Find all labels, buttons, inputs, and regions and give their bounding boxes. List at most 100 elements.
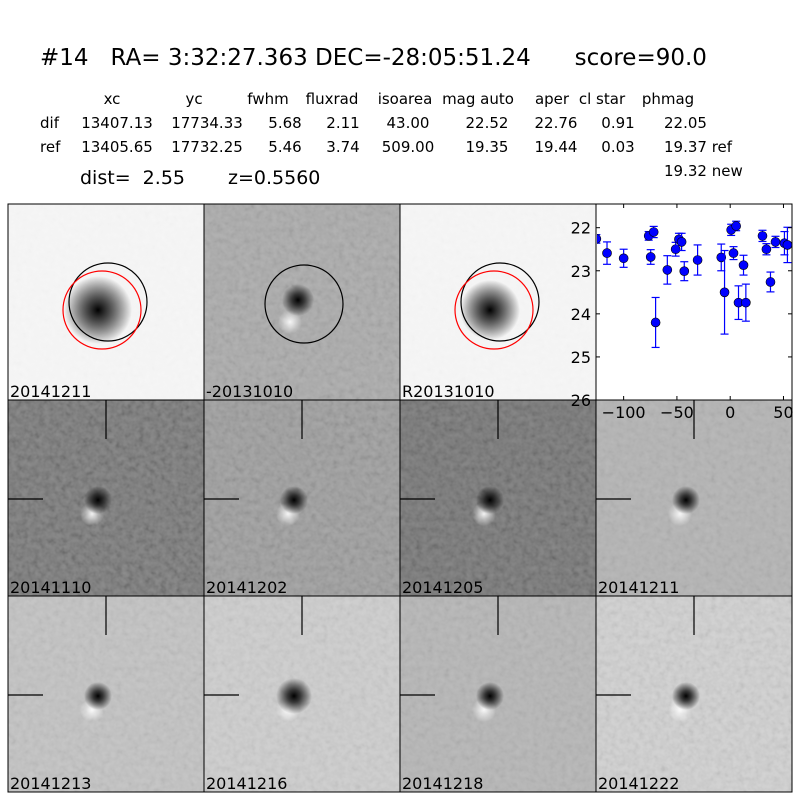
table-cell: 0.91 <box>601 114 634 132</box>
data-point <box>782 240 792 250</box>
column-header: mag auto <box>442 90 514 108</box>
x-tick-label: 0 <box>725 403 735 422</box>
table-cell: 19.44 <box>535 138 578 156</box>
source-blob <box>276 678 312 714</box>
panel-date-label: R20131010 <box>402 382 495 401</box>
panel-date-label: 20141211 <box>598 578 679 597</box>
cutout-panel: 20141213 <box>7 595 205 793</box>
table-cell: 43.00 <box>387 114 430 132</box>
data-point <box>602 248 612 258</box>
aperture-circle <box>264 264 344 344</box>
panel-date-label: 20141218 <box>402 774 483 793</box>
source-blob <box>460 280 520 340</box>
data-point <box>738 260 749 270</box>
table-cell: 13407.13 <box>81 114 153 132</box>
cutout-panel: -20131010 <box>203 203 401 401</box>
panel-date-label: 20141110 <box>10 578 91 597</box>
plot-frame <box>595 203 793 401</box>
table-cell: 509.00 <box>382 138 435 156</box>
data-point <box>662 265 673 275</box>
table-cell: 17732.25 <box>171 138 243 156</box>
column-header: cl star <box>579 90 626 108</box>
data-point <box>741 297 751 308</box>
data-point <box>765 277 776 287</box>
cutout-panel: 20141202 <box>203 399 401 597</box>
table-cell: 13405.65 <box>81 138 153 156</box>
data-point <box>761 244 772 255</box>
panel-date-label: 20141205 <box>402 578 483 597</box>
cutout-panel: 20141216 <box>203 595 401 793</box>
source-blob <box>282 284 314 316</box>
table-cell: 22.76 <box>535 114 578 132</box>
phmag-new: 19.32 new <box>664 162 743 180</box>
table-cell: 0.03 <box>601 138 634 156</box>
cutout-panel: 20141211 <box>7 203 205 401</box>
data-point <box>676 237 687 247</box>
x-tick-label: −50 <box>660 403 694 422</box>
table-cell: 3.74 <box>326 138 359 156</box>
reference-circle <box>454 270 534 350</box>
table-cell: 19.35 <box>466 138 509 156</box>
data-point <box>670 244 681 255</box>
source-blob <box>476 682 504 710</box>
table-cell: 22.05 <box>664 114 707 132</box>
x-tick-label: 50 <box>773 403 793 422</box>
reference-circle <box>62 270 142 350</box>
column-header: fluxrad <box>306 90 359 108</box>
source-blob <box>84 486 112 514</box>
y-tick-label: 24 <box>571 305 591 324</box>
data-point <box>618 253 629 264</box>
row-label: ref <box>40 138 61 156</box>
column-header: fwhm <box>247 90 288 108</box>
panel-date-label: 20141202 <box>206 578 287 597</box>
source-blob <box>476 486 504 514</box>
column-header: xc <box>104 90 121 108</box>
cutout-panel: R20131010 <box>399 203 597 401</box>
panel-date-label: 20141211 <box>10 382 91 401</box>
stats-table: xc yc fwhm fluxrad isoarea mag auto aper cl sta… <box>40 90 743 189</box>
cutout-panel: 20141205 <box>399 399 597 597</box>
source-blob <box>280 486 308 514</box>
figure-title: #14 RA= 3:32:27.363 DEC=-28:05:51.24 sco… <box>40 45 707 71</box>
source-blob <box>672 486 700 514</box>
data-point <box>648 227 659 237</box>
data-point <box>770 237 781 247</box>
table-cell: 17734.33 <box>171 114 243 132</box>
table-cell: 22.52 <box>466 114 509 132</box>
source-blob <box>64 276 132 344</box>
data-point <box>692 255 703 265</box>
column-header: aper <box>535 90 570 108</box>
data-point <box>719 287 730 298</box>
panel-date-label: 20141213 <box>10 774 91 793</box>
y-tick-label: 22 <box>571 219 591 238</box>
residual-spot <box>278 310 302 334</box>
data-point <box>731 221 741 231</box>
data-point <box>597 234 602 244</box>
row-label: dif <box>40 114 60 132</box>
y-tick-label: 26 <box>571 391 591 410</box>
data-point <box>650 317 661 328</box>
y-tick-label: 25 <box>571 348 591 367</box>
dist-value: dist= 2.55 <box>80 167 185 189</box>
x-tick-label: −100 <box>602 403 646 422</box>
panel-date-label: 20141222 <box>598 774 679 793</box>
table-cell: 19.37 ref <box>664 138 733 156</box>
data-point <box>728 248 739 258</box>
table-cell: 5.46 <box>268 138 301 156</box>
cutout-panel: 20141211 <box>595 399 793 597</box>
data-point <box>757 231 768 241</box>
redshift-value: z=0.5560 <box>228 167 320 189</box>
table-cell: 2.11 <box>326 114 359 132</box>
column-header: isoarea <box>378 90 433 108</box>
cutout-panel: 20141218 <box>399 595 597 793</box>
data-point <box>645 252 656 262</box>
data-point <box>679 266 690 277</box>
table-cell: 5.68 <box>268 114 301 132</box>
source-blob <box>672 682 700 710</box>
panel-date-label: -20131010 <box>206 382 293 401</box>
source-blob <box>84 682 112 710</box>
column-header: yc <box>185 90 202 108</box>
column-header: phmag <box>642 90 694 108</box>
cutout-panel: 20141110 <box>7 399 205 597</box>
